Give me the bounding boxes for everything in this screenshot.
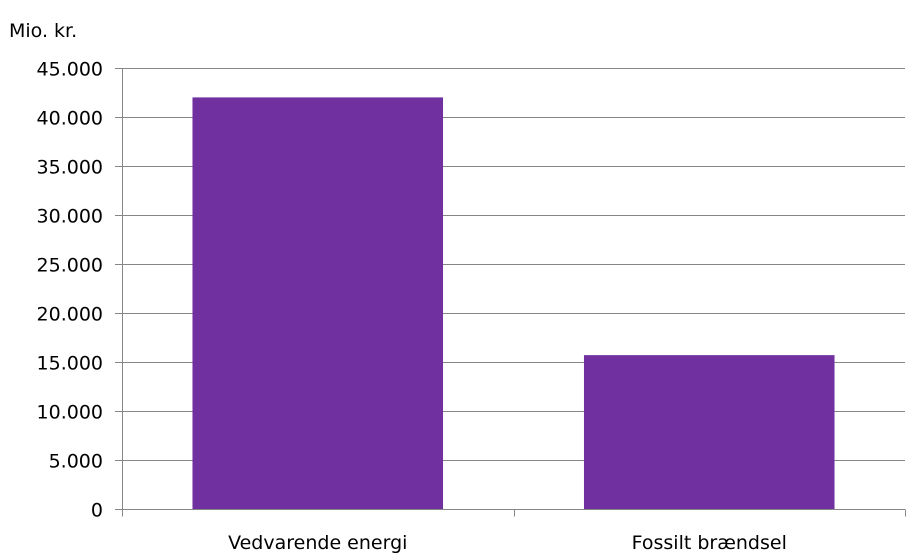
x-tick-label: Vedvarende energi <box>228 532 407 554</box>
bar <box>583 355 835 509</box>
y-tick-label: 5.000 <box>49 451 103 473</box>
x-tick-labels: Vedvarende energi Fossilt brændsel <box>228 532 787 554</box>
bar <box>192 97 444 510</box>
x-tick-label: Fossilt brændsel <box>632 532 787 554</box>
y-tick-label: 10.000 <box>37 402 103 424</box>
y-tick-label: 25.000 <box>37 255 103 277</box>
y-tick-label: 35.000 <box>37 157 103 179</box>
y-tick-label: 40.000 <box>37 108 103 130</box>
y-tick-labels: 0 5.000 10.000 15.000 20.000 25.000 30.000 35.0… <box>37 59 103 522</box>
y-tick-label: 30.000 <box>37 206 103 228</box>
y-tick-label: 45.000 <box>37 59 103 81</box>
y-axis-unit-label: Mio. kr. <box>9 20 77 42</box>
y-tick-label: 0 <box>91 500 103 522</box>
y-tick-label: 15.000 <box>37 353 103 375</box>
y-tick-label: 20.000 <box>37 304 103 326</box>
bars <box>192 97 835 510</box>
axes <box>115 68 906 517</box>
